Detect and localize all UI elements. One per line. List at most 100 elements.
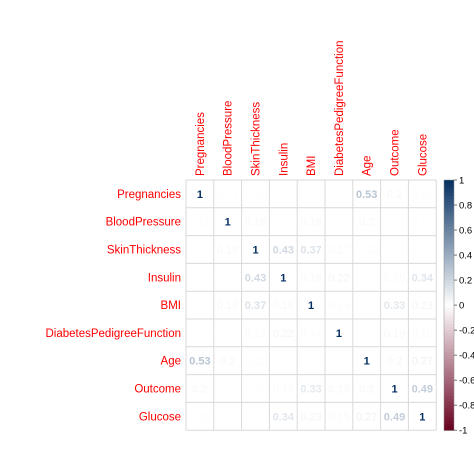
color-legend-step <box>444 317 454 322</box>
color-legend-step <box>444 248 454 253</box>
cell-value: 0.23 <box>412 300 433 312</box>
color-legend-step <box>444 423 454 428</box>
color-legend-step <box>444 405 454 409</box>
color-legend-tick-label: 0.6 <box>459 226 472 237</box>
cell-value: 0.14 <box>300 328 321 340</box>
row-labels: Pregnancies BloodPressure SkinThickness Ins… <box>45 189 181 423</box>
cell-value: 0.12 <box>412 217 433 229</box>
color-legend-step <box>444 211 454 216</box>
color-legend-step <box>444 239 454 244</box>
color-legend-step <box>444 320 454 325</box>
color-legend-step <box>444 373 454 378</box>
cell-value: 1 <box>419 411 425 423</box>
cell-value: 0.53 <box>356 189 377 201</box>
column-label: DiabetesPedigreeFunction <box>334 40 346 176</box>
column-label: BMI <box>306 156 318 176</box>
cell-value: 0.07 <box>384 217 405 229</box>
color-legend-tick-label: 0 <box>459 301 464 312</box>
color-legend-step <box>444 242 454 247</box>
color-legend-step <box>444 261 454 266</box>
cell-value: 0.15 <box>328 411 349 423</box>
cell-value: 0.04 <box>217 328 238 340</box>
color-legend-step <box>444 223 454 228</box>
cell-value: 0.14 <box>328 300 349 312</box>
cell-value: 0.03 <box>300 356 321 368</box>
cell-value: 0.07 <box>245 411 266 423</box>
cell-value: 0.04 <box>328 356 349 368</box>
color-legend-tick-label: 0.8 <box>459 201 472 212</box>
color-legend-step <box>444 333 454 337</box>
cell-value: 1 <box>391 384 397 396</box>
color-legend-step <box>444 352 454 356</box>
cell-value: -0.03 <box>326 189 351 201</box>
color-legend-step <box>444 208 454 212</box>
color-legend-step <box>444 326 454 331</box>
cell-value: 0.07 <box>217 384 238 396</box>
cell-value: 0.27 <box>356 411 377 423</box>
color-legend-tick-label: -0.2 <box>459 326 474 337</box>
cell-value: 0.53 <box>189 356 210 368</box>
cell-value: 0.43 <box>245 272 266 284</box>
cell-value: 0.18 <box>300 217 321 229</box>
cell-value: 0.13 <box>189 411 210 423</box>
cell-value: 0.18 <box>273 300 294 312</box>
cell-value: 0.2 <box>387 189 402 201</box>
cell-value: 0.33 <box>300 384 321 396</box>
cell-value: 0.19 <box>328 384 349 396</box>
column-label: BloodPressure <box>223 101 235 176</box>
column-label: Glucose <box>417 134 429 176</box>
color-legend-tick-label: 0.2 <box>459 276 472 287</box>
cell-value: 0.34 <box>273 411 295 423</box>
color-legend-tick-label: -0.8 <box>459 401 474 412</box>
cell-value: -0.08 <box>243 189 268 201</box>
color-legend-step <box>444 292 454 297</box>
color-legend-step <box>444 386 454 391</box>
cell-value: 0.23 <box>300 411 321 423</box>
cell-value: 0.13 <box>412 189 433 201</box>
cell-value: 0.2 <box>220 356 235 368</box>
color-legend-step <box>444 355 454 359</box>
cell-value: 0.07 <box>412 245 433 257</box>
color-legend-step <box>444 348 454 353</box>
row-label: BloodPressure <box>106 217 181 229</box>
color-legend-step <box>444 380 454 384</box>
cell-value: 0.49 <box>384 411 405 423</box>
column-label: Insulin <box>278 143 290 176</box>
color-legend-step <box>444 402 454 406</box>
color-legend-step <box>444 245 454 250</box>
color-legend: 1 0.8 0.6 0.4 0.2 0 -0.2 -0.4 -0.6 -0.8 -1 <box>443 176 474 437</box>
cell-value: 0.02 <box>189 300 210 312</box>
color-legend-step <box>444 230 454 234</box>
cell-value: 0.04 <box>356 328 377 340</box>
cell-value: 0.12 <box>217 411 238 423</box>
cell-value: 0.17 <box>245 328 266 340</box>
cell-value: 0.18 <box>245 217 266 229</box>
cell-value: 0.19 <box>384 328 405 340</box>
row-label: Pregnancies <box>117 189 181 201</box>
cell-value: 1 <box>197 189 203 201</box>
color-legend-step <box>444 283 454 287</box>
color-legend-step <box>444 264 454 269</box>
color-legend-step <box>444 392 454 397</box>
cell-value: 0.15 <box>384 272 405 284</box>
color-legend-step <box>444 305 454 309</box>
row-label: Age <box>161 356 181 368</box>
color-legend-step <box>444 295 454 300</box>
row-label: Insulin <box>148 272 181 284</box>
color-legend-step <box>444 217 454 222</box>
cell-value: 1 <box>336 328 342 340</box>
cell-value: 0.33 <box>384 300 405 312</box>
color-legend-step <box>444 395 454 400</box>
color-legend-step <box>444 186 454 190</box>
cell-value: 0.22 <box>328 272 349 284</box>
color-legend-step <box>444 339 454 344</box>
cell-value: 0.17 <box>328 245 349 257</box>
column-label: SkinThickness <box>251 102 263 176</box>
color-legend-tick-label: -0.6 <box>459 376 474 387</box>
cell-value: 0.2 <box>192 384 207 396</box>
cell-value: 0.03 <box>356 300 377 312</box>
color-legend-step <box>444 280 454 284</box>
color-legend-step <box>444 233 454 237</box>
column-labels: Pregnancies BloodPressure SkinThickness Ins… <box>195 40 429 176</box>
